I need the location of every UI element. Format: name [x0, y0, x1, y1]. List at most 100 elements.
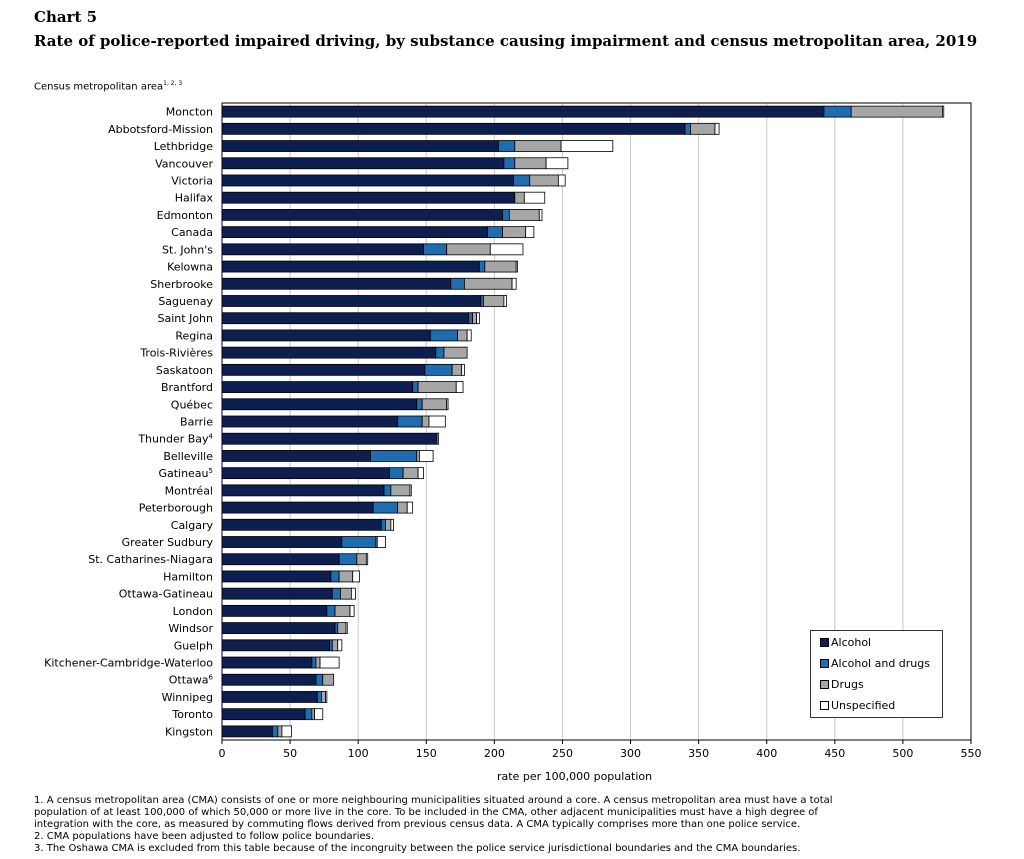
footnote-line: 1. A census metropolitan area (CMA) cons…	[34, 795, 833, 806]
bar-segment-alcohol	[221, 381, 414, 393]
bar-segment-alcohol-and-drugs	[370, 450, 418, 462]
bar-segment-unspecified	[376, 536, 386, 548]
bar-segment-alcohol-and-drugs	[329, 639, 333, 652]
bar-segment-drugs	[421, 415, 430, 428]
bar-segment-unspecified	[545, 157, 569, 170]
bar-segment-unspecified	[489, 243, 524, 256]
bar-segment-alcohol	[221, 226, 488, 239]
bar-segment-drugs	[331, 639, 339, 652]
bar-segment-unspecified	[337, 639, 343, 652]
footnote-line: 3. The Oshawa CMA is excluded from this …	[34, 843, 801, 854]
bar-segment-alcohol	[221, 708, 306, 721]
category-superscript: 6	[209, 674, 214, 682]
footnote-line: 2. CMA populations have been adjusted to…	[34, 831, 375, 842]
bar-segment-unspecified	[515, 260, 518, 273]
bar-segment-alcohol	[221, 553, 340, 566]
bar-segment-unspecified	[345, 622, 348, 634]
x-tick-label: 150	[416, 747, 437, 760]
bar-segment-alcohol-and-drugs	[383, 484, 392, 497]
x-tick-label: 250	[552, 747, 573, 760]
bar-segment-drugs	[338, 570, 354, 583]
bar-segment-alcohol-and-drugs	[498, 140, 516, 152]
bar-segment-alcohol	[221, 622, 336, 634]
bar-segment-unspecified	[503, 295, 508, 307]
bar-segment-drugs	[390, 484, 411, 497]
bar-segment-drugs	[421, 398, 448, 411]
category-label: Saskatoon	[156, 364, 213, 377]
bar-segment-alcohol	[221, 691, 318, 703]
bar-segment-alcohol	[221, 312, 469, 325]
y-axis-label: Census metropolitan area1, 2, 3	[34, 80, 182, 92]
category-label: Toronto	[171, 708, 213, 721]
bar-segment-drugs	[315, 656, 321, 669]
y-axis-label-text: Census metropolitan area	[34, 81, 164, 93]
bar-segment-alcohol	[221, 174, 514, 187]
bar-segment-alcohol-and-drugs	[304, 708, 313, 721]
legend-item-drugs: Drugs	[820, 677, 864, 691]
bar-segment-alcohol	[221, 415, 399, 428]
category-label: Kelowna	[167, 261, 213, 274]
bar-segment-alcohol-and-drugs	[315, 673, 324, 686]
footnote-line: integration with the core, as measured b…	[34, 819, 801, 830]
legend-swatch-alcohol	[820, 637, 829, 647]
bar-segment-unspecified	[325, 691, 328, 703]
bar-segment-drugs	[402, 467, 419, 480]
bar-segment-unspecified	[352, 570, 360, 583]
footnote-line: population of at least 100,000 of which …	[34, 807, 818, 818]
category-label: Halifax	[175, 192, 214, 205]
bar-segment-alcohol-and-drugs	[311, 656, 317, 669]
bar-segment-alcohol-and-drugs	[423, 243, 448, 256]
category-label: Hamilton	[163, 570, 213, 583]
legend-label-drugs: Drugs	[831, 677, 864, 691]
bar-segment-drugs	[464, 277, 513, 290]
category-label: Greater Sudbury	[122, 536, 214, 549]
bar-segment-alcohol-and-drugs	[416, 398, 423, 411]
bar-segment-alcohol-and-drugs	[389, 467, 404, 480]
bar-segment-drugs	[483, 295, 505, 307]
category-label: Windsor	[168, 622, 213, 635]
bar-segment-alcohol-and-drugs	[271, 725, 279, 738]
category-label: Edmonton	[157, 209, 213, 222]
bar-segment-drugs	[457, 329, 468, 342]
bar-segment-alcohol-and-drugs	[684, 122, 691, 135]
bar-segment-unspecified	[714, 122, 720, 135]
bar-segment-unspecified	[436, 432, 439, 445]
bar-segment-alcohol	[221, 518, 382, 531]
bar-segment-drugs	[321, 691, 326, 703]
bar-segment-alcohol	[221, 363, 426, 376]
bar-segment-drugs	[472, 312, 478, 325]
category-label: Barrie	[180, 416, 213, 429]
bar-segment-alcohol	[221, 329, 431, 342]
bar-segment-alcohol-and-drugs	[334, 622, 339, 634]
bar-segment-alcohol	[221, 432, 438, 445]
legend-item-unspecified: Unspecified	[820, 698, 895, 712]
bar-segment-alcohol	[221, 260, 480, 273]
legend-item-alcohol: Alcohol	[820, 635, 871, 649]
bar-segment-unspecified	[409, 484, 412, 497]
bar-segment-unspecified	[349, 604, 355, 617]
category-label: Ottawa-Gatineau	[119, 588, 213, 601]
x-tick-label: 450	[824, 747, 845, 760]
bar-segment-alcohol-and-drugs	[412, 381, 419, 393]
category-label: Winnipeg	[162, 691, 213, 704]
bar-segment-alcohol	[221, 484, 385, 497]
bar-segment-alcohol-and-drugs	[502, 209, 510, 221]
bar-segment-alcohol-and-drugs	[429, 329, 458, 342]
legend-swatch-alcohol-and-drugs	[820, 658, 829, 668]
bar-segment-drugs	[508, 209, 540, 221]
bar-segment-alcohol-and-drugs	[316, 691, 322, 703]
bar-chart: 0 50 100 150 200 250 300 350 400 450 500 550 Moncton…	[44, 102, 982, 760]
bar-segment-alcohol-and-drugs	[478, 260, 486, 273]
chart-legend: Alcohol Alcohol and drugs Drugs Unspecif…	[810, 630, 943, 718]
bar-segment-unspecified	[942, 105, 945, 118]
bar-segment-drugs	[277, 725, 283, 738]
bar-segment-alcohol-and-drugs	[487, 226, 503, 239]
bar-segment-drugs	[417, 381, 457, 393]
category-superscript: 4	[209, 433, 214, 441]
y-axis-label-superscript: 1, 2, 3	[163, 80, 183, 87]
bar-segment-drugs	[451, 363, 463, 376]
bar-segment-unspecified	[428, 415, 446, 428]
x-tick-label: 350	[688, 747, 709, 760]
bar-segment-alcohol	[221, 209, 503, 221]
bar-segment-alcohol-and-drugs	[424, 363, 453, 376]
